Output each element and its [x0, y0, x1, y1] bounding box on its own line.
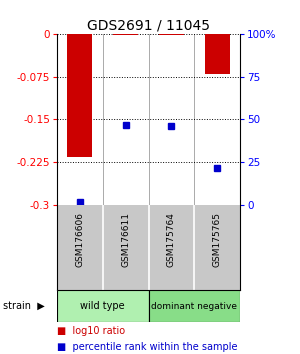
Text: GSM176611: GSM176611 — [121, 212, 130, 267]
Bar — [159, 34, 184, 35]
Bar — [205, 34, 230, 74]
Text: ■  percentile rank within the sample: ■ percentile rank within the sample — [57, 342, 238, 352]
Text: GSM175765: GSM175765 — [213, 212, 222, 267]
Text: dominant negative: dominant negative — [151, 302, 237, 311]
Text: GSM175764: GSM175764 — [167, 212, 176, 267]
Bar — [57, 290, 148, 322]
Text: wild type: wild type — [80, 301, 125, 311]
Bar — [67, 34, 92, 157]
Text: GSM176606: GSM176606 — [75, 212, 84, 267]
Bar — [113, 34, 138, 35]
Bar — [148, 290, 240, 322]
Text: ■  log10 ratio: ■ log10 ratio — [57, 326, 125, 336]
Text: strain  ▶: strain ▶ — [3, 301, 45, 311]
Title: GDS2691 / 11045: GDS2691 / 11045 — [87, 18, 210, 33]
